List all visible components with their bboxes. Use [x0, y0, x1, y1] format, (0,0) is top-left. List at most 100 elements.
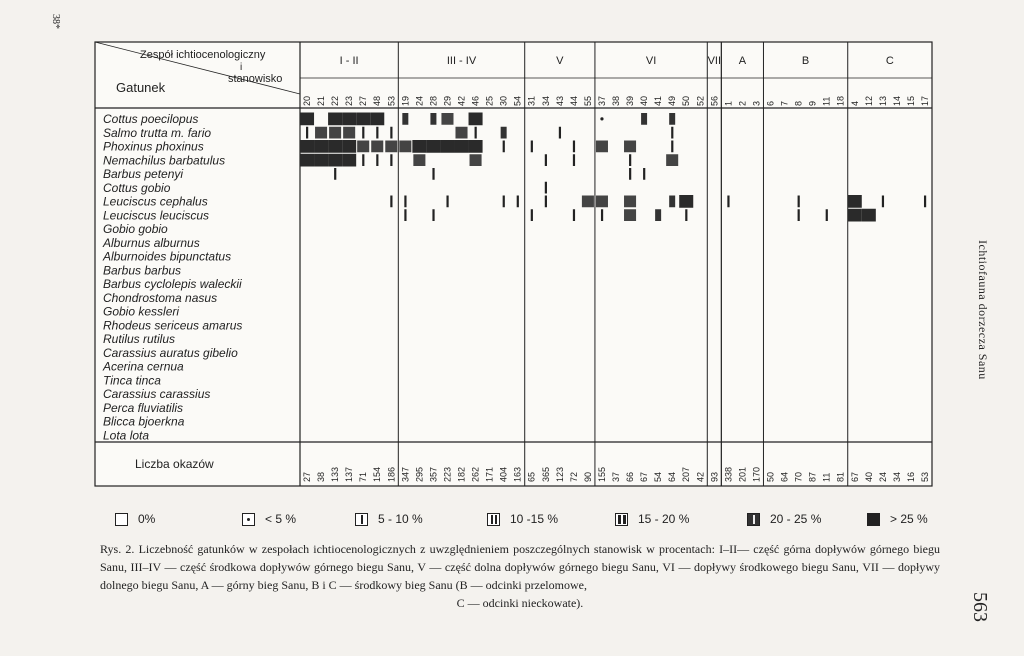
specimen-count: 71 [358, 472, 368, 482]
species-name: Barbus cyclolepis waleckii [103, 277, 242, 291]
station-label: 24 [414, 96, 424, 106]
station-label: 21 [316, 96, 326, 106]
specimen-count: 81 [836, 472, 846, 482]
abundance-mark [455, 126, 468, 139]
station-label: 2 [737, 101, 747, 106]
specimen-count: 404 [499, 467, 509, 482]
abundance-mark [356, 112, 371, 126]
legend-label: 0% [138, 512, 156, 526]
station-label: 46 [471, 96, 481, 106]
header-zespol: Zespół ichtiocenologiczny [140, 49, 266, 61]
specimen-count: 171 [485, 467, 495, 482]
abundance-mark [727, 195, 730, 208]
specimen-count: 16 [906, 472, 916, 482]
specimen-count: 40 [864, 472, 874, 482]
abundance-mark [390, 154, 393, 166]
specimen-count: 64 [780, 472, 790, 482]
specimen-count: 186 [386, 467, 396, 482]
abundance-mark [600, 209, 604, 221]
page-number: 563 [969, 592, 991, 622]
abundance-mark [441, 113, 454, 125]
header-diagonal [94, 41, 301, 95]
legend-swatch [615, 512, 628, 526]
abundance-mark [669, 113, 676, 125]
abundance-mark [432, 209, 435, 221]
specimen-count: 123 [555, 467, 565, 482]
abundance-mark [572, 209, 576, 221]
abundance-mark [881, 195, 885, 208]
species-name: Blicca bjoerkna [103, 415, 185, 429]
header-i: i [240, 62, 242, 73]
abundance-mark [343, 126, 356, 139]
abundance-mark [376, 154, 379, 166]
abundance-mark [861, 208, 876, 222]
station-label: 17 [920, 96, 930, 106]
specimen-count: 137 [344, 467, 354, 482]
station-label: 14 [892, 96, 902, 106]
station-label: 40 [639, 96, 649, 106]
station-label: 4 [850, 101, 860, 106]
abundance-mark [306, 126, 309, 139]
abundance-mark [595, 195, 608, 208]
legend-item: 15 - 20 % [615, 512, 689, 526]
specimen-count: 27 [302, 472, 312, 482]
species-name: Leuciscus leuciscus [103, 208, 209, 222]
specimen-count: 66 [625, 472, 635, 482]
abundance-mark [624, 209, 637, 221]
specimen-count: 133 [330, 467, 340, 482]
abundance-mark [544, 195, 547, 208]
station-label: 50 [681, 96, 691, 106]
legend-swatch [242, 512, 255, 526]
abundance-mark [600, 117, 604, 121]
abundance-mark [923, 195, 927, 208]
corner-mark: 38* [50, 14, 61, 29]
abundance-mark [362, 154, 365, 166]
station-label: 42 [457, 96, 467, 106]
abundance-mark [334, 168, 337, 180]
legend-item: < 5 % [242, 512, 296, 526]
abundance-mark [371, 140, 384, 153]
abundance-mark [315, 126, 328, 139]
species-name: Alburnus alburnus [102, 236, 200, 250]
species-name: Chondrostoma nasus [103, 291, 217, 305]
station-label: 53 [386, 96, 396, 106]
station-label: 20 [302, 96, 312, 106]
station-label: 25 [485, 96, 495, 106]
specimen-count: 223 [442, 467, 452, 482]
group-label-3: VI [646, 55, 656, 67]
group-label-0: I - II [340, 55, 359, 67]
station-label: 27 [358, 96, 368, 106]
specimen-count: 207 [681, 467, 691, 482]
abundance-mark [413, 154, 426, 166]
abundance-mark [430, 113, 437, 125]
station-label: 54 [513, 96, 523, 106]
legend-swatch [747, 512, 760, 526]
abundance-mark [404, 209, 407, 221]
abundance-mark [502, 140, 505, 153]
abundance-mark [468, 140, 483, 153]
specimen-count: 182 [457, 467, 467, 482]
caption-last-line: C — odcinki nieckowate). [456, 596, 584, 610]
abundance-mark [362, 126, 365, 139]
station-label: 31 [527, 96, 537, 106]
specimen-count: 338 [723, 467, 733, 482]
legend: 0% < 5 % 5 - 10 % 10 -15 % 15 - 20 % 20 - 25 … [115, 512, 935, 532]
abundance-mark [342, 153, 357, 167]
abundance-mark [412, 140, 427, 153]
species-name: Phoxinus phoxinus [103, 140, 204, 154]
footer-label: Liczba okazów [135, 457, 214, 471]
legend-swatch [487, 512, 500, 526]
species-name: Lota lota [103, 428, 149, 442]
species-name: Gobio gobio [103, 222, 168, 236]
station-label: 11 [822, 97, 832, 106]
header-gatunek: Gatunek [116, 80, 166, 95]
legend-item: 0% [115, 512, 155, 526]
abundance-mark [328, 112, 343, 126]
specimen-count: 53 [920, 472, 930, 482]
specimen-count: 295 [414, 467, 424, 482]
station-label: 28 [428, 96, 438, 106]
abundance-mark [643, 168, 646, 180]
abundance-mark [300, 153, 315, 167]
species-name: Barbus barbus [103, 263, 181, 277]
group-label-1: III - IV [447, 55, 477, 67]
